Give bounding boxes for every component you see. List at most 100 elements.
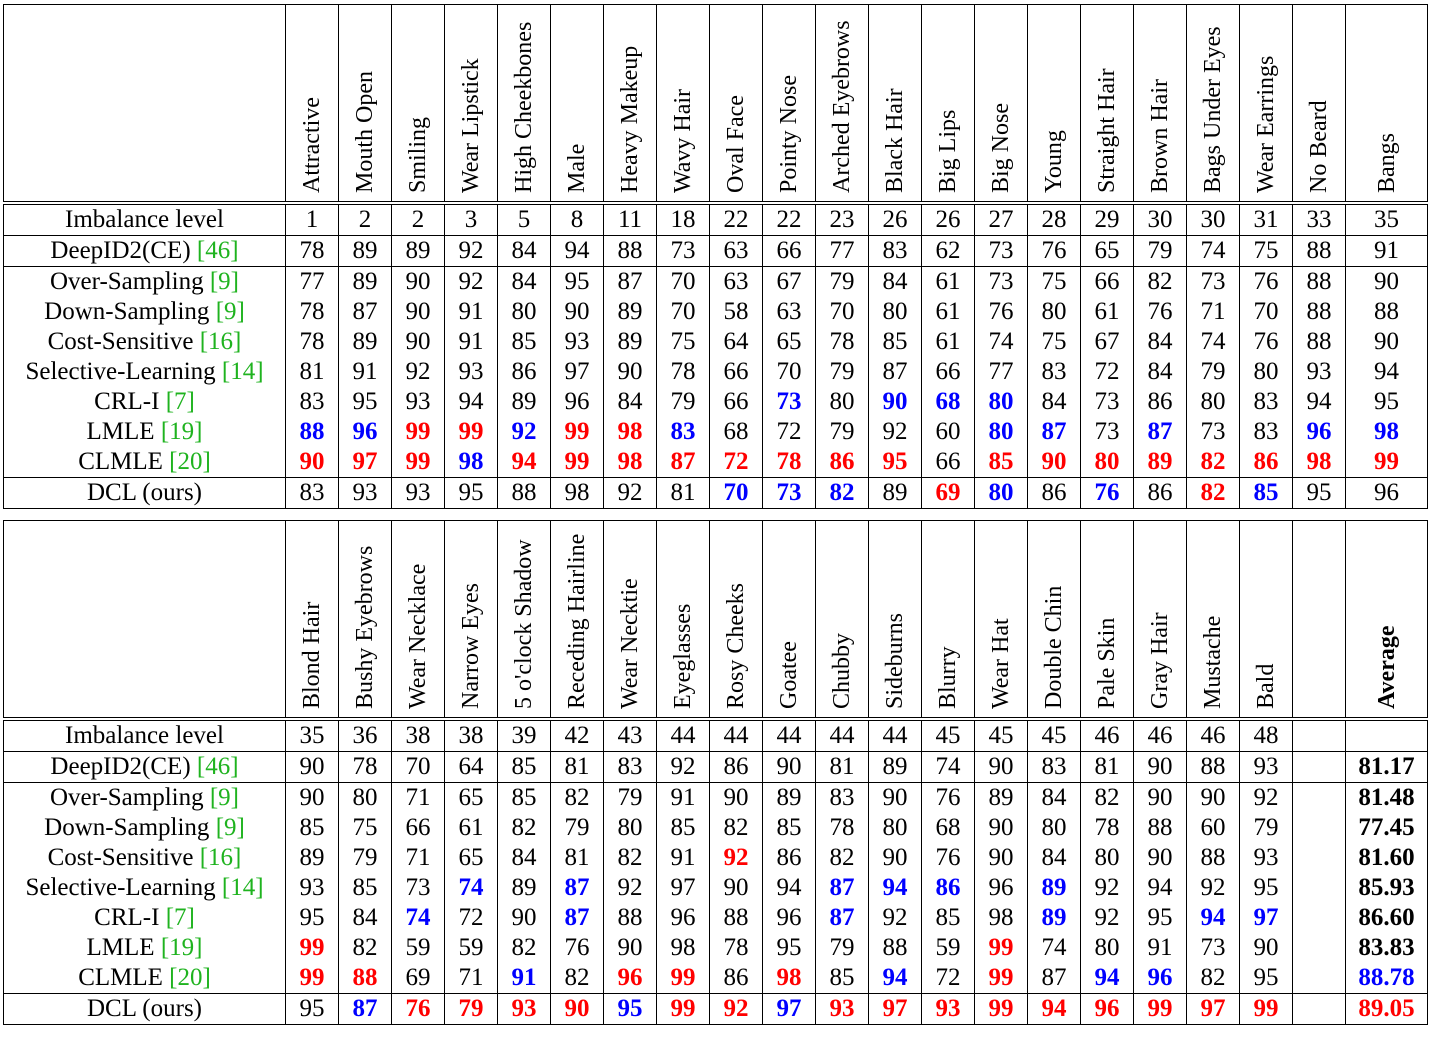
value-cell: 59: [921, 933, 975, 963]
citation-link[interactable]: [46]: [196, 753, 239, 780]
citation-link[interactable]: [19]: [160, 418, 203, 445]
value-cell: 95: [444, 477, 498, 509]
value-cell: 75: [1239, 235, 1293, 267]
value-cell: 87: [550, 873, 604, 903]
column-header-label: Oval Face: [723, 95, 749, 193]
citation-link[interactable]: [9]: [215, 298, 245, 325]
citation-link[interactable]: [7]: [165, 388, 195, 415]
value-cell: 79: [1239, 813, 1293, 843]
column-header: Narrow Eyes: [444, 520, 498, 719]
column-header: Bushy Eyebrows: [338, 520, 392, 719]
method-name: Cost-Sensitive [16]: [3, 327, 286, 357]
imbalance-cell: 46: [1186, 717, 1240, 752]
column-header-label: No Beard: [1306, 100, 1332, 193]
value-cell: 85: [974, 447, 1028, 478]
value-cell: 86: [709, 751, 763, 783]
value-cell: 74: [1027, 933, 1081, 963]
value-cell: 72: [762, 417, 816, 447]
value-cell: 89: [1133, 447, 1187, 478]
value-cell: 95: [285, 903, 339, 933]
value-cell: 88: [1292, 297, 1346, 327]
value-cell: 93: [921, 993, 975, 1025]
citation-link[interactable]: [9]: [209, 784, 240, 811]
value-cell: 94: [1027, 993, 1081, 1025]
column-header: Gray Hair: [1133, 520, 1187, 719]
column-header: [1292, 520, 1346, 719]
value-cell: 79: [444, 993, 498, 1025]
column-header-label: Mustache: [1200, 615, 1226, 709]
value-cell: 80: [974, 417, 1028, 447]
citation-link[interactable]: [20]: [169, 964, 211, 991]
value-cell: 85: [1239, 477, 1293, 509]
column-header: High Cheekbones: [497, 4, 551, 203]
citation-link[interactable]: [20]: [169, 448, 211, 475]
value-cell: 86.60: [1345, 903, 1428, 933]
citation-link[interactable]: [9]: [215, 814, 245, 841]
citation-link[interactable]: [14]: [221, 358, 264, 385]
value-cell: 62: [921, 235, 975, 267]
value-cell: 90: [285, 751, 339, 783]
value-cell: 93: [1239, 751, 1293, 783]
value-cell: 90: [1239, 933, 1293, 963]
results-table-part-2: Blond Hair Bushy Eyebrows Wear Necklace Nar…: [3, 520, 1428, 1025]
results-table-part-1: Attractive Mouth Open Smiling Wear Lipstick…: [3, 4, 1428, 509]
value-cell: 90: [497, 903, 551, 933]
value-cell: 91: [1133, 933, 1187, 963]
value-cell: 81.60: [1345, 843, 1428, 873]
value-cell: 61: [444, 813, 498, 843]
value-cell: 89: [868, 751, 922, 783]
value-cell: 89: [338, 327, 392, 357]
value-cell: 61: [921, 266, 975, 297]
value-cell: 73: [1186, 933, 1240, 963]
column-header-label: Wear Necktie: [617, 578, 643, 709]
value-cell: 82: [497, 933, 551, 963]
column-header: Heavy Makeup: [603, 4, 657, 203]
value-cell: 78: [709, 933, 763, 963]
column-header-label: Average: [1373, 625, 1400, 709]
citation-link[interactable]: [7]: [165, 904, 195, 931]
column-header: Big Lips: [921, 4, 975, 203]
value-cell: 91: [656, 782, 710, 813]
value-cell: 96: [1345, 477, 1428, 509]
value-cell: [1292, 933, 1346, 963]
citation-link[interactable]: [16]: [199, 844, 242, 871]
value-cell: 87: [815, 873, 869, 903]
value-cell: 98: [550, 477, 604, 509]
column-header: Wear Lipstick: [444, 4, 498, 203]
citation-link[interactable]: [46]: [196, 237, 239, 264]
citation-link[interactable]: [16]: [199, 328, 242, 355]
value-cell: 67: [1080, 327, 1134, 357]
value-cell: 96: [603, 963, 657, 994]
value-cell: 72: [1080, 357, 1134, 387]
value-cell: 98: [656, 933, 710, 963]
value-cell: 89: [338, 235, 392, 267]
citation-link[interactable]: [14]: [221, 874, 264, 901]
value-cell: 90: [1345, 266, 1428, 297]
value-cell: 98: [1292, 447, 1346, 478]
value-cell: 74: [1186, 235, 1240, 267]
imbalance-cell: 30: [1133, 201, 1187, 236]
value-cell: 93: [815, 993, 869, 1025]
table-row: CLMLE [20] 99 88 69 71 91 82 96 99 86 98 85 94 72 99 87…: [3, 963, 1428, 994]
column-header: Pale Skin: [1080, 520, 1134, 719]
value-cell: 82: [815, 477, 869, 509]
value-cell: 99: [550, 417, 604, 447]
value-cell: 71: [444, 963, 498, 994]
value-cell: 82: [603, 843, 657, 873]
value-cell: 86: [921, 873, 975, 903]
value-cell: 68: [709, 417, 763, 447]
value-cell: 90: [550, 993, 604, 1025]
method-label: Over-Sampling: [49, 784, 210, 811]
value-cell: 90: [391, 297, 445, 327]
imbalance-cell: 3: [444, 201, 498, 236]
value-cell: 86: [815, 447, 869, 478]
value-cell: 96: [338, 417, 392, 447]
imbalance-cell: 44: [709, 717, 763, 752]
citation-link[interactable]: [9]: [209, 268, 240, 295]
citation-link[interactable]: [19]: [160, 934, 203, 961]
table-row: DeepID2(CE) [46] 90 78 70 64 85 81 83 92 86 90 81 89…: [3, 751, 1428, 783]
value-cell: 75: [1027, 327, 1081, 357]
method-name: Over-Sampling [9]: [3, 266, 286, 297]
value-cell: 77: [285, 266, 339, 297]
value-cell: 80: [1080, 447, 1134, 478]
